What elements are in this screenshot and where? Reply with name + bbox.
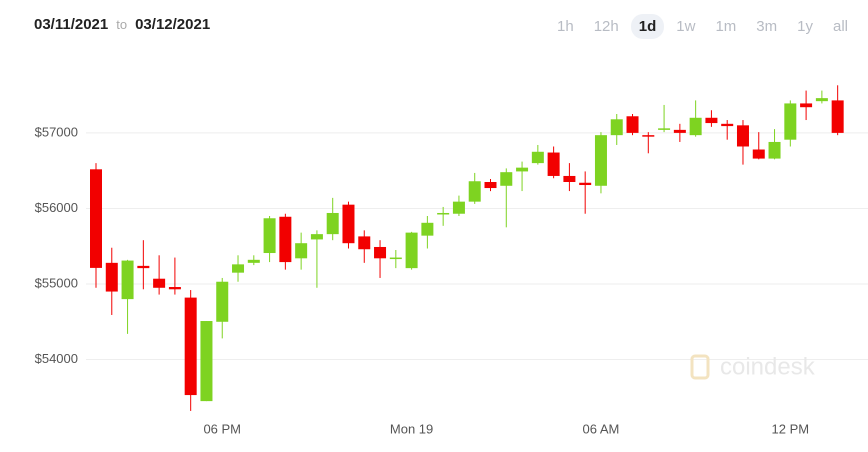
candle-body: [121, 260, 134, 300]
candle-body: [216, 281, 229, 322]
to-date: 03/12/2021: [135, 16, 211, 33]
candle-body: [326, 212, 339, 235]
candle-body: [658, 128, 671, 130]
candle-body: [547, 152, 560, 176]
candle-body: [105, 262, 118, 292]
y-tick-label: $56000: [35, 200, 78, 215]
candle-body: [295, 243, 308, 259]
date-range: 03/11/2021 to 03/12/2021: [34, 16, 210, 33]
candle-body: [752, 149, 765, 159]
candle-body: [689, 117, 702, 136]
joiner: to: [116, 17, 128, 32]
candle-body: [358, 236, 371, 250]
candle-body: [815, 98, 828, 102]
y-tick-label: $57000: [35, 124, 78, 139]
x-tick-label: 06 PM: [203, 421, 241, 436]
candle-body: [374, 246, 387, 259]
candle-body: [200, 321, 213, 402]
candle-body: [137, 265, 150, 269]
range-button[interactable]: 1h: [557, 18, 574, 35]
candle-body: [516, 167, 529, 172]
range-button[interactable]: 3m: [756, 18, 778, 35]
candle-body: [673, 129, 686, 133]
candle-body: [500, 172, 513, 186]
watermark-logo: [690, 354, 710, 380]
range-button[interactable]: 1w: [676, 18, 696, 35]
candle-body: [642, 135, 655, 137]
candle-body: [610, 119, 623, 136]
range-button[interactable]: 1m: [715, 18, 737, 35]
candle-body: [800, 103, 813, 108]
range-button[interactable]: 1y: [797, 18, 813, 35]
x-tick-label: 06 AM: [583, 421, 620, 436]
candle-body: [153, 278, 166, 288]
candle-body: [437, 212, 450, 215]
candle-body: [626, 116, 639, 133]
x-tick-label: Mon 19: [390, 421, 433, 436]
candle-body: [721, 123, 734, 127]
candle-body: [831, 100, 844, 133]
candle-body: [768, 141, 781, 159]
candle-body: [563, 175, 576, 182]
candle-body: [468, 181, 481, 202]
watermark: coindesk: [720, 353, 816, 380]
candle-body: [594, 135, 607, 186]
candle-body: [90, 169, 102, 268]
range-button[interactable]: all: [832, 18, 848, 35]
candle-body: [232, 264, 245, 273]
range-button[interactable]: 12h: [593, 18, 619, 35]
candle-body: [342, 204, 355, 244]
candle-body: [421, 222, 434, 236]
candle-body: [452, 201, 465, 214]
candle-body: [484, 182, 497, 189]
candle-body: [531, 151, 544, 164]
x-tick-label: 12 PM: [772, 421, 810, 436]
candle-body: [405, 232, 418, 269]
candle-body: [263, 218, 276, 254]
candle-body: [579, 182, 592, 186]
candle-body: [247, 259, 260, 263]
candle-body: [389, 257, 402, 260]
range-button[interactable]: 1d: [630, 14, 665, 39]
candle-body: [705, 117, 718, 124]
y-tick-label: $54000: [35, 351, 78, 366]
y-tick-label: $55000: [35, 275, 78, 290]
range-selector: 1h 12h 1d 1w 1m 3m 1y all: [549, 14, 856, 39]
candle-body: [736, 125, 749, 147]
candle-body: [279, 216, 292, 263]
from-date: 03/11/2021: [34, 16, 109, 33]
candle-body: [310, 234, 323, 240]
candle-body: [168, 287, 181, 290]
candle-body: [784, 103, 797, 140]
candle-body: [184, 297, 197, 396]
